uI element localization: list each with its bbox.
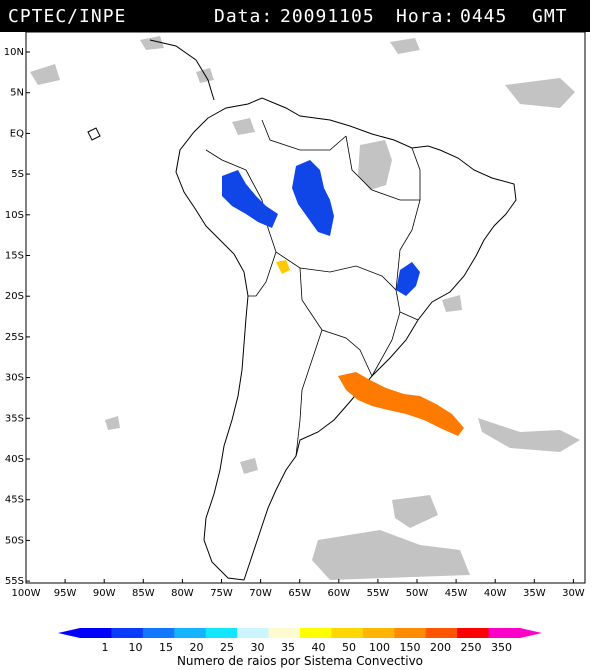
legend-label: 35	[281, 641, 295, 654]
legend-swatch	[205, 628, 238, 638]
lon-tick-label: 40W	[484, 588, 507, 599]
header-bar: CPTEC/INPE Data: 20091105 Hora: 0445 GMT	[0, 0, 590, 32]
map-frame	[25, 31, 586, 584]
cloud-cover	[30, 36, 580, 580]
convective-system-orange	[338, 372, 464, 436]
lat-tick-label: 45S	[5, 495, 24, 506]
lat-tick-label: 35S	[5, 413, 24, 424]
convective-system-blue-central	[292, 160, 334, 236]
legend-swatch	[425, 628, 458, 638]
date-value: 20091105	[280, 6, 375, 27]
lat-tick-label: 10S	[5, 210, 24, 221]
lat-tick-label: 40S	[5, 454, 24, 465]
lon-tick-label: 55W	[367, 588, 390, 599]
legend-label: 100	[369, 641, 390, 654]
legend-label: 150	[400, 641, 421, 654]
legend-swatch	[111, 628, 144, 638]
lon-tick-label: 95W	[54, 588, 77, 599]
legend-caption: Numero de raios por Sistema Convectivo	[176, 654, 424, 668]
timezone-label: GMT	[532, 6, 568, 27]
legend-swatch	[174, 628, 207, 638]
legend-arrow-right	[520, 628, 542, 638]
lon-tick-label: 30W	[562, 588, 585, 599]
legend-label: 200	[430, 641, 451, 654]
lon-tick-label: 65W	[288, 588, 311, 599]
hour-value: 0445	[460, 6, 508, 27]
latitude-axis: 10N 5N EQ 5S 10S 15S 20S 25S 30S 35S 40S 45S 50S 55S	[4, 47, 30, 587]
legend-swatch	[80, 628, 112, 638]
legend-label: 20	[190, 641, 204, 654]
legend-label: 250	[461, 641, 482, 654]
lon-tick-label: 90W	[93, 588, 116, 599]
hour-label: Hora:	[396, 6, 456, 27]
convective-system-yellow	[276, 260, 290, 274]
legend-label: 40	[312, 641, 326, 654]
longitude-axis: 100W 95W 90W 85W 80W 75W 70W 65W 60W 55W 50W 45W 40W…	[12, 579, 585, 599]
legend-arrow-left	[58, 628, 80, 638]
lon-tick-label: 75W	[210, 588, 233, 599]
legend-label: 30	[251, 641, 265, 654]
date-label: Data:	[214, 6, 274, 27]
legend-label: 25	[220, 641, 234, 654]
legend-swatch	[331, 628, 364, 638]
legend-label: 1	[102, 641, 109, 654]
lon-tick-label: 50W	[406, 588, 429, 599]
legend-label: 15	[159, 641, 173, 654]
legend-swatch	[457, 628, 490, 638]
color-legend: 1 10 15 20 25 30 35 40 50 100 150 200 250 350	[58, 628, 542, 654]
legend-swatch	[300, 628, 332, 638]
lat-tick-label: EQ	[10, 128, 24, 139]
lat-tick-label: 20S	[5, 291, 24, 302]
lon-tick-label: 85W	[132, 588, 155, 599]
lat-tick-label: 15S	[5, 251, 24, 262]
legend-label: 10	[129, 641, 143, 654]
legend-swatch	[394, 628, 427, 638]
legend-swatch	[268, 628, 301, 638]
lon-tick-label: 60W	[327, 588, 350, 599]
lon-tick-label: 45W	[445, 588, 468, 599]
lat-tick-label: 50S	[5, 535, 24, 546]
lat-tick-label: 5N	[10, 88, 24, 99]
lon-tick-label: 70W	[249, 588, 272, 599]
lat-tick-label: 55S	[5, 576, 24, 587]
legend-swatch	[142, 628, 175, 638]
legend-swatch	[237, 628, 270, 638]
lat-tick-label: 30S	[5, 373, 24, 384]
legend-label: 50	[342, 641, 356, 654]
legend-swatch	[362, 628, 395, 638]
lon-tick-label: 100W	[12, 588, 41, 599]
lat-tick-label: 25S	[5, 332, 24, 343]
source-label: CPTEC/INPE	[8, 6, 127, 27]
lon-tick-label: 80W	[171, 588, 194, 599]
convective-system-blue-east	[396, 262, 420, 296]
convective-system-blue-west	[222, 170, 278, 228]
legend-swatch	[488, 628, 521, 638]
south-america-coastline	[87, 39, 517, 581]
lat-tick-label: 10N	[4, 47, 24, 58]
lon-tick-label: 35W	[523, 588, 546, 599]
lat-tick-label: 5S	[11, 169, 24, 180]
legend-label: 350	[491, 641, 512, 654]
